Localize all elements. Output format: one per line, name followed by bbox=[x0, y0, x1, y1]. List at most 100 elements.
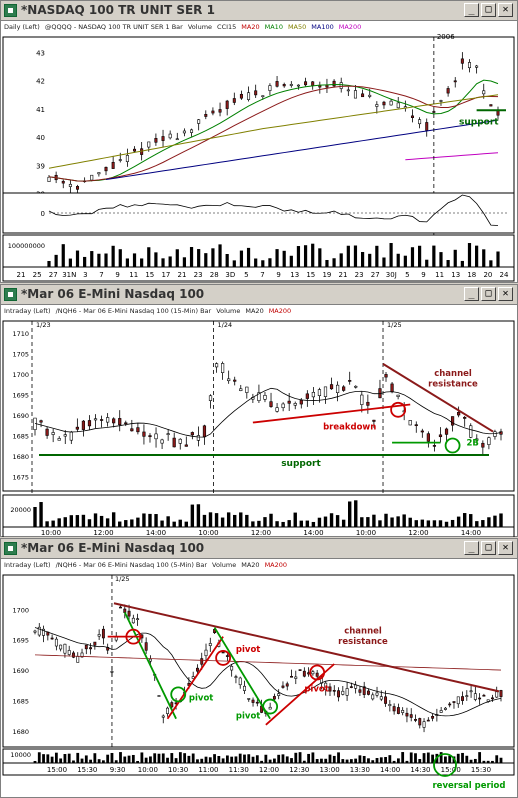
price-bar bbox=[366, 401, 370, 406]
volume-bar bbox=[426, 520, 431, 527]
title-bar[interactable]: *Mar 06 E-Mini Nasdaq 100 _ □ ✕ bbox=[1, 539, 517, 559]
price-bar bbox=[353, 90, 357, 99]
volume-bar bbox=[213, 754, 216, 763]
price-bar bbox=[154, 433, 158, 440]
volume-bar bbox=[214, 513, 219, 527]
volume-bar bbox=[456, 753, 460, 763]
volume-bar bbox=[261, 260, 265, 267]
x-tick-label: 31N bbox=[62, 271, 76, 279]
volume-bar bbox=[495, 755, 499, 763]
price-bar bbox=[481, 442, 485, 448]
legend-item: Intraday (Left) bbox=[4, 561, 51, 569]
2b-label: 2B bbox=[467, 439, 479, 449]
price-bar bbox=[346, 89, 350, 92]
volume-bar bbox=[221, 758, 225, 763]
price-bar bbox=[358, 689, 362, 693]
close-button[interactable]: ✕ bbox=[498, 3, 513, 17]
close-button[interactable]: ✕ bbox=[498, 287, 513, 301]
price-bar bbox=[239, 93, 243, 99]
chart-app-icon[interactable] bbox=[4, 4, 17, 17]
volume-bar bbox=[154, 514, 158, 527]
volume-bar bbox=[183, 753, 187, 763]
volume-bar bbox=[208, 512, 213, 527]
volume-bar bbox=[281, 754, 285, 763]
y-tick-label: 1700 bbox=[12, 371, 29, 379]
volume-bar bbox=[124, 520, 128, 527]
price-pane bbox=[2, 574, 515, 748]
chart-app-icon[interactable] bbox=[4, 288, 17, 301]
price-bar bbox=[251, 699, 255, 703]
maximize-button[interactable]: □ bbox=[481, 3, 496, 17]
volume-bar bbox=[160, 520, 164, 527]
price-bar bbox=[367, 690, 370, 695]
x-tick-label: 13 bbox=[451, 271, 460, 279]
minimize-button[interactable]: _ bbox=[464, 3, 479, 17]
pivot-uptrend-line bbox=[265, 663, 335, 726]
ma20-line bbox=[48, 85, 499, 182]
price-bar bbox=[61, 180, 65, 184]
pivot-label: pivot bbox=[236, 645, 260, 655]
intraday-15min-chart[interactable]: 1710 1705 1700 1695 1690 1685 1680 1675 1/23 1/24… bbox=[1, 305, 517, 537]
minimize-button[interactable]: _ bbox=[464, 541, 479, 555]
volume-bar bbox=[425, 259, 429, 267]
volume-bar bbox=[54, 752, 58, 763]
maximize-button[interactable]: □ bbox=[481, 287, 496, 301]
price-bar bbox=[178, 438, 182, 444]
legend-item: MA10 bbox=[264, 23, 283, 31]
price-bar bbox=[375, 104, 379, 107]
volume-bar bbox=[296, 246, 301, 267]
volume-bar bbox=[175, 249, 179, 267]
price-bar bbox=[311, 81, 315, 87]
volume-bar bbox=[388, 755, 392, 763]
date-marker: 1/24 bbox=[218, 321, 233, 329]
minimize-button[interactable]: _ bbox=[464, 287, 479, 301]
chart-app-icon[interactable] bbox=[4, 542, 17, 555]
intraday-5min-chart[interactable]: 1700 1695 1690 1685 1680 1/25 channelresistanc… bbox=[1, 559, 517, 798]
volume-bar bbox=[282, 250, 286, 267]
x-tick-label: 17 bbox=[161, 271, 170, 279]
volume-bar bbox=[257, 520, 261, 527]
window-title: *Mar 06 E-Mini Nasdaq 100 bbox=[21, 287, 205, 301]
volume-bar bbox=[204, 756, 208, 763]
volume-bar bbox=[149, 756, 152, 763]
y-tick-label: 43 bbox=[36, 49, 45, 57]
price-bar bbox=[221, 651, 225, 654]
title-bar[interactable]: *NASDAQ 100 TR UNIT SER 1 _ □ ✕ bbox=[1, 1, 517, 21]
price-bar bbox=[42, 628, 46, 636]
price-bar bbox=[63, 643, 67, 654]
volume-bar bbox=[246, 247, 251, 267]
volume-tick-label: 20000 bbox=[10, 506, 31, 514]
volume-bar bbox=[335, 515, 340, 527]
price-bar bbox=[106, 417, 110, 423]
volume-bar bbox=[378, 520, 382, 527]
price-bar bbox=[230, 666, 234, 671]
price-bar bbox=[110, 671, 114, 673]
volume-bar bbox=[294, 752, 298, 763]
price-bar bbox=[136, 618, 140, 620]
volume-bar bbox=[190, 504, 195, 527]
price-bar bbox=[168, 133, 172, 139]
price-bar bbox=[469, 425, 473, 438]
volume-bar bbox=[329, 513, 334, 527]
volume-bar bbox=[255, 755, 259, 763]
legend-item: MA20 bbox=[241, 561, 260, 569]
daily-price-chart[interactable]: 4342414039382006support01000000002125273… bbox=[1, 21, 517, 283]
maximize-button[interactable]: □ bbox=[481, 541, 496, 555]
price-bar bbox=[119, 606, 122, 609]
price-bar bbox=[47, 176, 51, 182]
volume-bar bbox=[89, 759, 92, 763]
volume-bar bbox=[382, 257, 386, 267]
x-tick-label: 7 bbox=[99, 271, 103, 279]
y-tick-label: 1685 bbox=[12, 433, 29, 441]
price-bar bbox=[463, 416, 467, 419]
volume-bar bbox=[307, 753, 311, 763]
price-bar bbox=[388, 704, 392, 707]
volume-bar bbox=[90, 251, 94, 267]
price-bar bbox=[337, 690, 340, 698]
price-bar bbox=[50, 637, 54, 640]
x-tick-label: 10:00 bbox=[41, 529, 61, 537]
close-button[interactable]: ✕ bbox=[498, 541, 513, 555]
price-bar bbox=[147, 141, 151, 148]
title-bar[interactable]: *Mar 06 E-Mini Nasdaq 100 _ □ ✕ bbox=[1, 285, 517, 305]
x-tick-label: 14:00 bbox=[380, 766, 400, 774]
